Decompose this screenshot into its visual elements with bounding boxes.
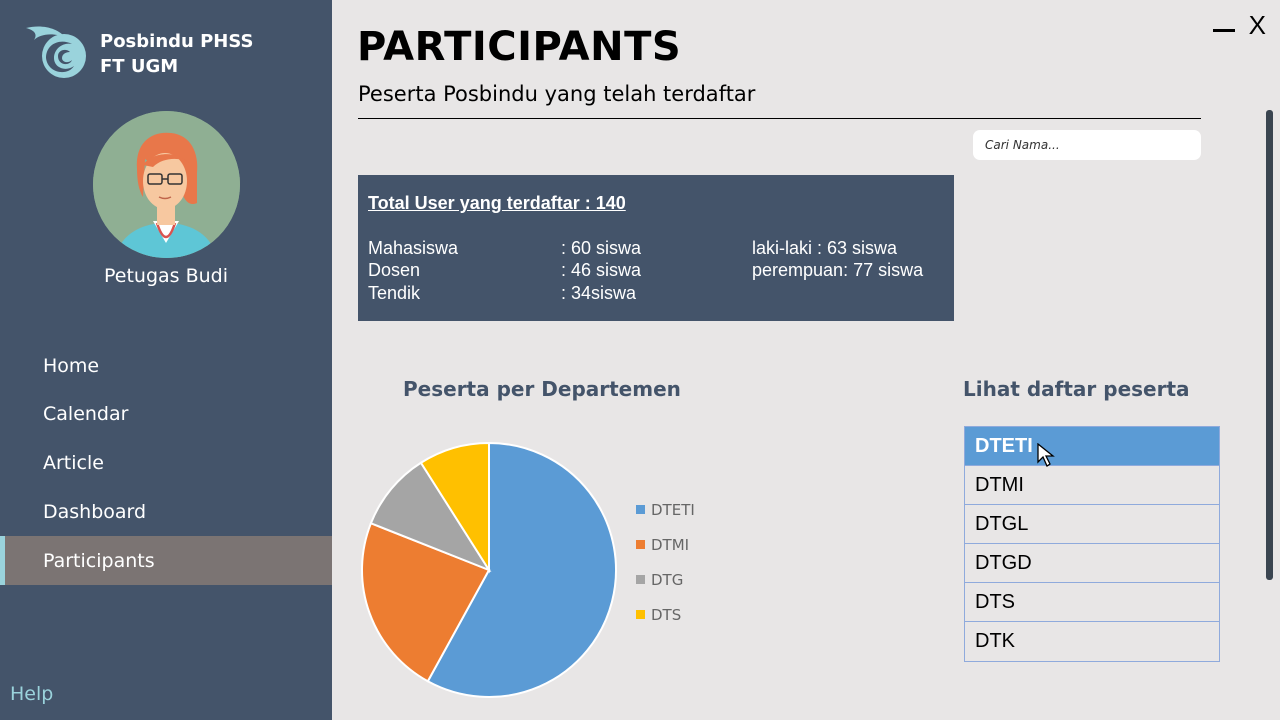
pie-chart [361,441,617,698]
list-item-dteti[interactable]: DTETI [965,427,1219,467]
user-name: Petugas Budi [103,265,229,287]
stats-extra: perempuan: 77 siswa [752,260,924,280]
brand: Posbindu PHSS FT UGM [24,24,253,84]
pie-slice-dteti [426,441,617,698]
chart-title: Peserta per Departemen [403,377,681,401]
list-title: Lihat daftar peserta [963,377,1190,401]
sidebar-item-home[interactable]: Home [43,354,100,377]
stats-extra: laki-laki : 63 siswa [752,238,898,258]
list-item-label: DTGD [975,551,1032,574]
stats-panel: Total User yang terdaftar : 140 Mahasisw… [358,175,954,321]
list-item-label: DTGL [975,512,1029,535]
window-controls: X [1212,10,1266,40]
help-link[interactable]: Help [10,683,54,705]
pie-slice-dtmi [361,521,491,683]
legend-label: DTETI [651,500,695,519]
legend-label: DTS [651,605,682,624]
legend-item-dts: DTS [636,597,695,632]
stats-label: Mahasiswa [368,238,459,258]
sidebar-item-calendar[interactable]: Calendar [43,402,129,425]
stats-row: Tendik : 34siswa [358,283,954,305]
pie-slice-dts [419,441,490,574]
legend-item-dtmi: DTMI [636,527,695,562]
minimize-button[interactable] [1212,10,1235,32]
stats-value: : 46 siswa [561,260,642,280]
legend-swatch [636,610,645,619]
page-title: PARTICIPANTS [357,24,682,70]
sidebar-item-article[interactable]: Article [43,451,104,474]
stats-label: Dosen [368,260,421,280]
stats-row: Mahasiswa : 60 siswa laki-laki : 63 sisw… [358,238,954,260]
sidebar-item-dashboard[interactable]: Dashboard [43,500,147,523]
sidebar-item-participants[interactable]: Participants [0,536,332,585]
stats-row: Dosen : 46 siswa perempuan: 77 siswa [358,260,954,282]
legend-item-dtg: DTG [636,562,695,597]
list-item-dts[interactable]: DTS [965,583,1219,622]
pie-slice-dtg [369,461,492,573]
search-input[interactable] [973,130,1201,160]
header-divider [358,118,1201,119]
list-item-label: DTS [975,590,1015,613]
scrollbar[interactable] [1266,110,1273,580]
legend-label: DTMI [651,535,690,554]
user-avatar-icon [93,111,240,258]
list-item-dtgd[interactable]: DTGD [965,544,1219,583]
sidebar: Posbindu PHSS FT UGM Petugas Budi Home C… [0,0,332,720]
legend-swatch [636,575,645,584]
list-item-label: DTETI [975,434,1033,457]
app-name-line1: Posbindu PHSS [100,31,254,52]
legend-swatch [636,505,645,514]
list-item-dtmi[interactable]: DTMI [965,466,1219,505]
chart-legend: DTETI DTMI DTG DTS [636,492,695,632]
stats-total: Total User yang terdaftar : 140 [368,193,626,213]
stats-label: Tendik [368,283,421,303]
list-item-label: DTMI [975,473,1024,496]
stats-value: : 60 siswa [561,238,642,258]
legend-item-dteti: DTETI [636,492,695,527]
minimize-icon [1212,29,1235,32]
list-item-dtk[interactable]: DTK [965,622,1219,661]
page-subtitle: Peserta Posbindu yang telah terdaftar [358,82,756,106]
close-button[interactable]: X [1248,10,1266,40]
mouse-cursor-icon [1037,443,1055,467]
stats-value: : 34siswa [561,283,637,303]
department-list: DTETI DTMI DTGL DTGD DTS DTK [964,426,1220,662]
app-name-line2: FT UGM [100,56,179,77]
list-item-label: DTK [975,630,1015,652]
logo-icon [26,26,86,78]
legend-swatch [636,540,645,549]
legend-label: DTG [651,570,684,589]
list-item-dtgl[interactable]: DTGL [965,505,1219,544]
avatar [93,111,240,258]
